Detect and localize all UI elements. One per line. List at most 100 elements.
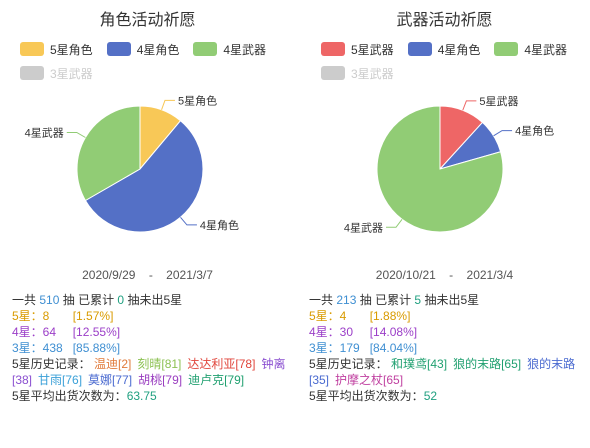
legend-label: 4星武器: [223, 42, 267, 57]
legend-item-3star-weapon[interactable]: 3星武器: [20, 65, 93, 82]
legend-item-4star-char[interactable]: 4星角色: [106, 41, 180, 58]
five-star-pct: [1.57%]: [72, 309, 114, 323]
pity-suffix: 抽未出5星: [127, 293, 183, 307]
date-separator: -: [449, 268, 454, 282]
legend-label: 5星角色: [50, 42, 93, 57]
history-item: 狼的末路[35]: [309, 357, 576, 387]
slice-label: 4星武器: [344, 221, 383, 234]
four-star-count: 4星：30: [309, 325, 354, 339]
average-value: 52: [423, 389, 438, 403]
legend-swatch: [20, 66, 44, 80]
pity-count: 0: [117, 293, 125, 307]
legend-item-5star-char[interactable]: 5星角色: [20, 41, 93, 58]
label-leader-line: [462, 100, 477, 111]
total-line: 一共 213 抽 已累计 5 抽未出5星: [309, 292, 584, 308]
date-range: 2020/9/29 - 2021/3/7: [0, 268, 295, 282]
five-star-count: 5星：4: [309, 309, 347, 323]
date-start: 2020/10/21: [375, 268, 436, 282]
average-line: 5星平均出货次数为：52: [309, 388, 584, 404]
five-star-line: 5星：4 [1.88%]: [309, 308, 584, 324]
legend-swatch: [193, 42, 218, 56]
legend-row-1: 5星武器 4星角色 4星武器: [321, 41, 581, 57]
label-leader-line: [386, 218, 403, 228]
weapon-wish-panel: 武器活动祈愿 5星武器 4星角色 4星武器 3星武器 5星武器 4星角色 4星武器 …: [297, 0, 590, 448]
legend-item-4star-weapon[interactable]: 4星武器: [494, 41, 567, 58]
date-start: 2020/9/29: [82, 268, 136, 282]
four-star-line: 4星：64 [12.55%]: [12, 324, 287, 340]
slice-label: 4星角色: [515, 124, 554, 138]
total-suffix: 抽 已累计: [62, 293, 115, 307]
stats-block: 一共 510 抽 已累计 0 抽未出5星 5星：8 [1.57%] 4星：64 …: [12, 292, 287, 404]
legend-label: 3星武器: [50, 66, 93, 81]
legend-label: 4星角色: [437, 42, 481, 57]
legend-swatch: [407, 42, 432, 56]
four-star-pct: [14.08%]: [369, 325, 418, 339]
total-count: 213: [336, 293, 357, 307]
pity-suffix: 抽未出5星: [424, 293, 480, 307]
legend-label: 3星武器: [351, 66, 394, 81]
pie-slice[interactable]: [84, 120, 204, 233]
pie-chart: 5星武器 4星角色 4星武器: [344, 95, 554, 234]
slice-label: 4星角色: [200, 218, 239, 232]
legend-row-1: 5星角色 4星角色 4星武器: [20, 41, 280, 57]
average-value: 63.75: [126, 389, 157, 403]
five-star-count: 5星：8: [12, 309, 50, 323]
slice-label: 4星武器: [25, 127, 64, 140]
date-end: 2021/3/4: [466, 268, 514, 282]
legend-label: 4星武器: [524, 42, 568, 57]
history-item: 达达利亚[78]: [187, 357, 256, 371]
legend-label: 4星角色: [136, 42, 180, 57]
date-end: 2021/3/7: [166, 268, 213, 282]
legend-label: 5星武器: [351, 42, 394, 57]
average-label: 5星平均出货次数为：: [12, 389, 127, 403]
history-label: 5星历史记录：: [309, 357, 388, 371]
history-item: 温迪[2]: [94, 357, 132, 371]
label-leader-line: [66, 132, 86, 138]
legend-row-2: 3星武器: [20, 65, 107, 81]
chart-title: 角色活动祈愿: [99, 12, 196, 29]
five-star-line: 5星：8 [1.57%]: [12, 308, 287, 324]
history-item: 迪卢克[79]: [188, 373, 245, 387]
history-item: 刻晴[81]: [137, 357, 182, 371]
three-star-line: 3星：438 [85.88%]: [12, 340, 287, 356]
legend-swatch: [106, 42, 131, 56]
history-item: 和璞鸢[43]: [391, 357, 448, 371]
legend-item-4star-weapon[interactable]: 4星武器: [193, 41, 266, 58]
pity-count: 5: [414, 293, 422, 307]
three-star-pct: [84.04%]: [369, 341, 418, 355]
stats-block: 一共 213 抽 已累计 5 抽未出5星 5星：4 [1.88%] 4星：30 …: [309, 292, 584, 404]
five-star-history: 5星历史记录： 和璞鸢[43] 狼的末路[65] 狼的末路[35] 护摩之杖[65]: [309, 356, 584, 388]
history-item: 护摩之杖[65]: [335, 373, 404, 387]
legend-swatch: [321, 66, 345, 80]
history-label: 5星历史记录：: [12, 357, 91, 371]
legend-item-5star-weapon[interactable]: 5星武器: [321, 41, 394, 58]
date-separator: -: [148, 268, 153, 282]
history-item: 钟离[38]: [12, 357, 286, 387]
three-star-line: 3星：179 [84.04%]: [309, 340, 584, 356]
average-label: 5星平均出货次数为：: [309, 389, 424, 403]
date-range: 2020/10/21 - 2021/3/4: [297, 268, 590, 282]
history-item: 狼的末路[65]: [453, 357, 522, 371]
three-star-count: 3星：179: [309, 341, 360, 355]
total-prefix: 一共: [12, 293, 37, 307]
five-star-pct: [1.88%]: [369, 309, 411, 323]
legend-item-3star-weapon[interactable]: 3星武器: [321, 65, 394, 82]
label-leader-line: [161, 99, 175, 110]
legend-row-2: 3星武器: [321, 65, 408, 81]
four-star-line: 4星：30 [14.08%]: [309, 324, 584, 340]
history-item: 莫娜[77]: [88, 373, 133, 387]
legend-item-4star-char[interactable]: 4星角色: [407, 41, 481, 58]
three-star-pct: [85.88%]: [72, 341, 121, 355]
four-star-pct: [12.55%]: [72, 325, 121, 339]
five-star-history: 5星历史记录： 温迪[2] 刻晴[81] 达达利亚[78] 钟离[38] 甘雨[76] 莫…: [12, 356, 287, 388]
label-leader-line: [493, 130, 513, 137]
three-star-count: 3星：438: [12, 341, 63, 355]
slice-label: 5星武器: [479, 95, 518, 108]
character-wish-panel: 角色活动祈愿 5星角色 4星角色 4星武器 3星武器 5星角色 4星角色 4星武器 …: [0, 12, 295, 404]
chart-title: 武器活动祈愿: [396, 12, 493, 29]
total-prefix: 一共: [309, 293, 334, 307]
legend-swatch: [494, 42, 519, 56]
four-star-count: 4星：64: [12, 325, 57, 339]
legend-swatch: [20, 42, 44, 56]
pie-chart: 5星角色 4星角色 4星武器: [25, 93, 239, 233]
